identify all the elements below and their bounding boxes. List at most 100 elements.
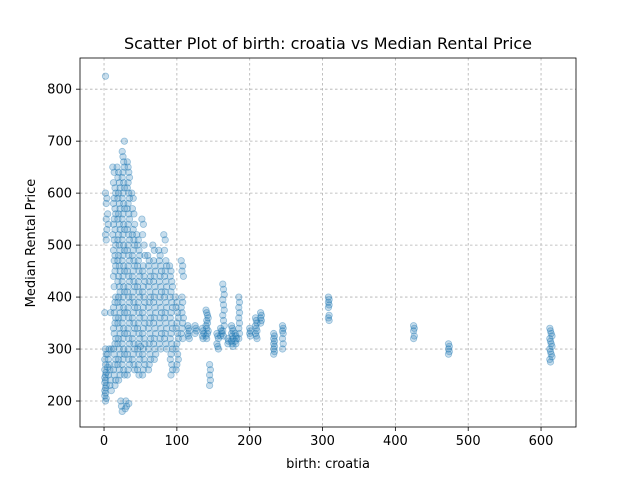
data-point [256, 309, 265, 317]
data-point [109, 220, 118, 228]
data-point [119, 293, 127, 301]
data-point [115, 251, 123, 260]
data-point [158, 309, 166, 317]
data-point [135, 329, 143, 338]
data-point [118, 360, 126, 369]
data-point [219, 311, 227, 319]
data-point [158, 267, 166, 275]
data-point [116, 205, 124, 213]
data-point [128, 314, 136, 322]
data-point [116, 329, 124, 338]
data-point [252, 324, 260, 332]
data-point [444, 340, 453, 348]
data-point [198, 332, 206, 340]
data-point [178, 267, 186, 275]
data-point [179, 262, 187, 270]
y-axis-ticks: 200 300 400 500 600 700 800 [47, 83, 80, 410]
data-point [120, 205, 129, 213]
data-point [119, 231, 127, 239]
data-point [141, 319, 149, 327]
data-point [110, 329, 118, 338]
data-point [120, 241, 128, 249]
data-point [546, 355, 554, 363]
data-point [163, 345, 171, 353]
data-point [546, 324, 554, 332]
data-point [172, 366, 180, 374]
data-point [120, 184, 129, 192]
data-point [125, 236, 134, 244]
y-tick-label: 300 [47, 343, 72, 358]
data-point [129, 267, 137, 275]
data-point [145, 360, 153, 369]
data-point [219, 296, 227, 304]
data-point [139, 267, 147, 275]
data-point [168, 366, 177, 374]
data-point [116, 350, 124, 358]
data-point [125, 189, 133, 197]
data-point [139, 309, 147, 317]
data-point [111, 184, 119, 192]
data-point [131, 241, 139, 249]
data-point [147, 293, 155, 301]
data-point [151, 262, 159, 270]
data-point [152, 288, 160, 296]
data-point [121, 405, 129, 413]
data-point [119, 168, 127, 176]
data-point [109, 272, 118, 280]
data-point [115, 199, 123, 208]
data-point [129, 329, 137, 338]
data-point [105, 360, 113, 369]
data-point [167, 329, 175, 338]
data-point [123, 267, 131, 275]
data-point [141, 340, 149, 348]
data-point [204, 314, 212, 322]
data-points [101, 72, 556, 415]
data-point [124, 324, 132, 332]
data-point [128, 231, 136, 239]
y-tick-label: 800 [47, 83, 72, 98]
data-point [177, 303, 185, 312]
data-point [120, 267, 129, 275]
data-point [133, 231, 141, 239]
data-point [115, 283, 123, 291]
data-point [445, 347, 453, 356]
data-point [199, 327, 207, 335]
data-point [174, 355, 182, 363]
data-point [235, 324, 243, 332]
data-point [125, 251, 133, 260]
data-point [202, 306, 210, 314]
data-point [547, 329, 555, 338]
data-point [116, 184, 124, 192]
data-point [115, 272, 123, 280]
data-point [161, 309, 169, 317]
data-point [172, 324, 180, 332]
data-point [224, 334, 232, 343]
data-point [114, 277, 122, 286]
data-point [152, 309, 160, 317]
data-point [101, 373, 109, 382]
data-point [133, 345, 142, 353]
data-point [191, 329, 199, 338]
data-point [235, 293, 243, 301]
data-point [140, 241, 148, 249]
data-point [101, 355, 109, 363]
data-point [256, 314, 265, 322]
data-point [125, 257, 134, 265]
data-point [270, 329, 278, 338]
data-point [119, 334, 127, 343]
data-point [203, 324, 211, 332]
data-point [101, 231, 110, 239]
data-point [103, 194, 111, 202]
data-point [116, 371, 124, 379]
data-point [206, 366, 214, 374]
data-point [123, 329, 131, 338]
data-point [110, 371, 118, 379]
data-point [120, 158, 128, 166]
x-tick-label: 200 [237, 434, 262, 449]
data-point [235, 309, 244, 317]
data-point [141, 277, 149, 286]
data-point [122, 397, 130, 405]
data-point [156, 251, 164, 260]
data-point [219, 280, 227, 288]
data-point [150, 334, 158, 343]
